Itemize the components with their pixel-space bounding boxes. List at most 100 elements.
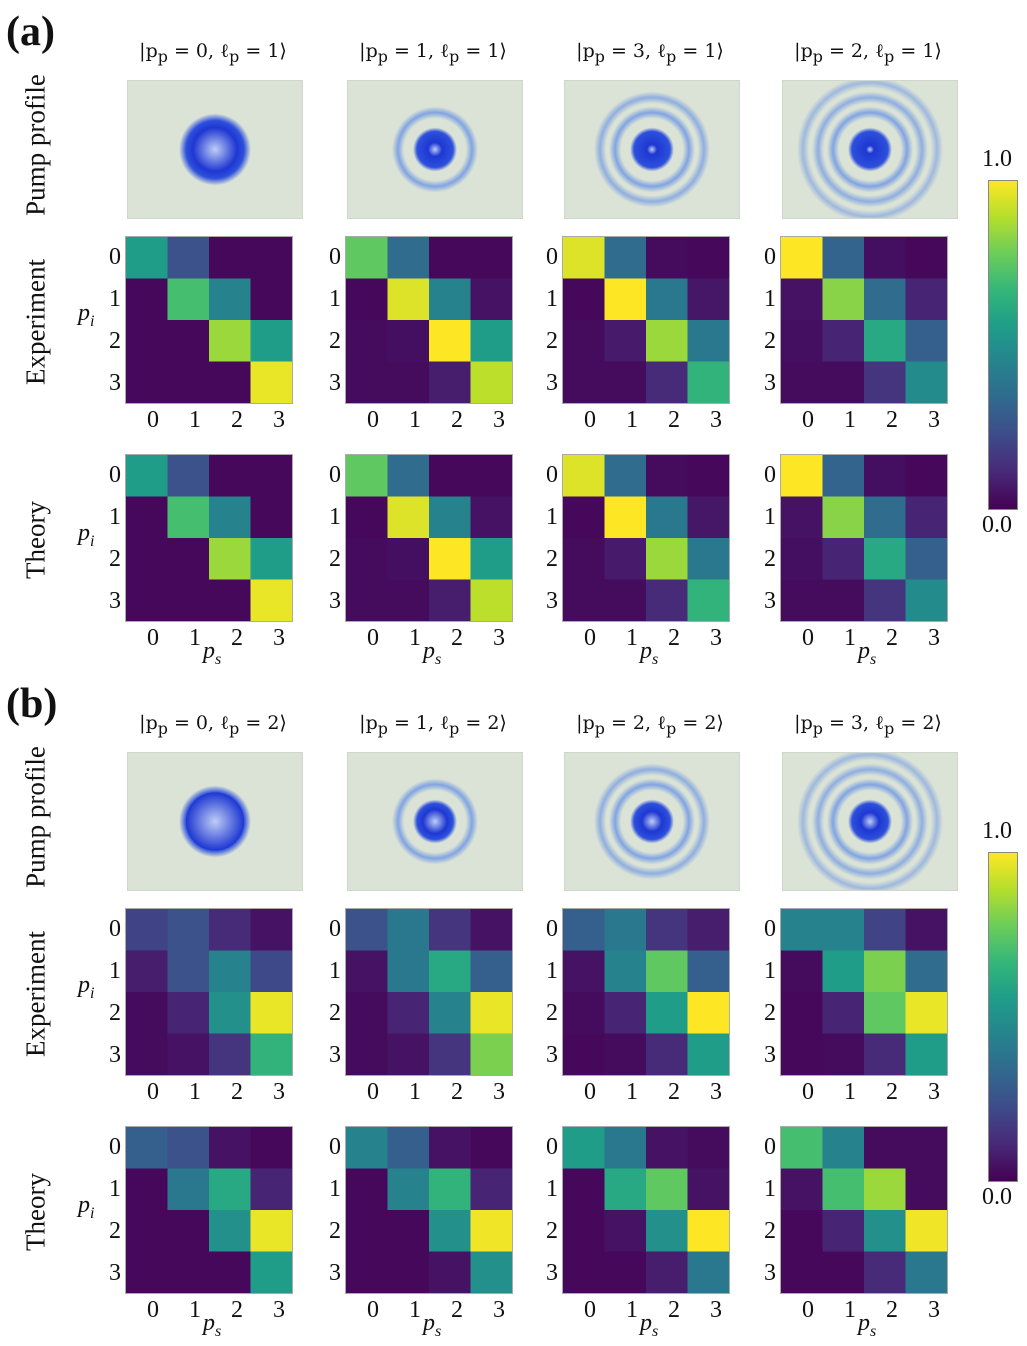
y-tick-label: 0 (329, 916, 341, 942)
heatmap-cell (822, 1251, 865, 1293)
heatmap-cell (209, 361, 251, 403)
ylabel-text: p (78, 300, 90, 326)
heatmap-cell (167, 496, 210, 539)
y-tick-label: 3 (329, 1042, 341, 1068)
y-tick-label: 3 (109, 370, 121, 396)
heatmap-cell (126, 361, 168, 403)
xlabel-p-s: ps (423, 1310, 441, 1341)
y-tick-label: 3 (109, 588, 121, 614)
ylabel-p-i: pi (78, 520, 94, 551)
x-tick-label: 2 (451, 625, 463, 651)
heatmap-cell (646, 538, 688, 580)
heatmap-cell (563, 1251, 605, 1293)
y-tick-label: 0 (764, 916, 776, 942)
heatmap-cell (646, 909, 688, 951)
y-tick-label: 0 (109, 462, 121, 488)
heatmap-cell (250, 579, 292, 621)
heatmap-cell (470, 909, 512, 951)
y-tick-label: 2 (764, 1000, 776, 1026)
heatmap-cell (209, 237, 251, 279)
heatmap-cell (864, 1127, 906, 1169)
y-tick-label: 1 (546, 1176, 558, 1202)
heatmap-cell (604, 1033, 647, 1075)
heatmap-cell (346, 1127, 388, 1169)
x-tick-label: 2 (451, 1297, 463, 1323)
heatmap-svg (563, 237, 729, 403)
column-title: |pp = 3, ℓp = 1⟩ (576, 40, 724, 66)
heatmap-svg (781, 1127, 947, 1293)
pump-profile-image (127, 752, 303, 891)
x-tick-label: 3 (493, 625, 505, 651)
x-tick-label: 3 (493, 407, 505, 433)
heatmap-theory (345, 1126, 513, 1294)
heatmap-cell (604, 455, 647, 497)
heatmap-cell (167, 992, 210, 1034)
heatmap-cell (563, 1168, 605, 1211)
heatmap-cell (209, 1033, 251, 1075)
heatmap-cell (209, 909, 251, 951)
x-tick-label: 3 (273, 625, 285, 651)
y-tick-label: 2 (546, 1218, 558, 1244)
heatmap-svg (563, 455, 729, 621)
x-tick-label: 1 (409, 625, 421, 651)
x-tick-label: 2 (886, 625, 898, 651)
heatmap-cell (905, 1033, 947, 1075)
heatmap-cell (209, 992, 251, 1034)
heatmap-cell (864, 1251, 906, 1293)
heatmap-cell (346, 1168, 388, 1211)
heatmap-cell (822, 579, 865, 621)
heatmap-cell (209, 538, 251, 580)
x-tick-label: 2 (668, 1079, 680, 1105)
heatmap-cell (604, 950, 647, 993)
heatmap-cell (864, 496, 906, 539)
x-tick-label: 1 (189, 407, 201, 433)
heatmap-cell (167, 278, 210, 321)
heatmap-cell (387, 950, 430, 993)
heatmap-cell (781, 361, 823, 403)
heatmap-cell (387, 361, 430, 403)
heatmap-cell (864, 950, 906, 993)
heatmap-cell (250, 278, 292, 321)
y-tick-label: 1 (329, 1176, 341, 1202)
x-tick-label: 1 (409, 407, 421, 433)
heatmap-cell (687, 1168, 729, 1211)
x-tick-label: 2 (886, 1297, 898, 1323)
heatmap-cell (250, 1168, 292, 1211)
x-tick-label: 2 (231, 625, 243, 651)
y-tick-label: 1 (329, 504, 341, 530)
heatmap-cell (387, 909, 430, 951)
heatmap-cell (563, 361, 605, 403)
heatmap-cell (563, 455, 605, 497)
heatmap-cell (429, 455, 471, 497)
x-tick-label: 3 (710, 625, 722, 651)
ylabel-text: p (78, 1192, 90, 1218)
xlabel-text: p (423, 1310, 435, 1336)
heatmap-cell (905, 950, 947, 993)
heatmap-svg (126, 909, 292, 1075)
x-tick-label: 2 (451, 1079, 463, 1105)
xlabel-sub: s (435, 650, 442, 668)
xlabel-sub: s (652, 650, 659, 668)
xlabel-text: p (858, 1310, 870, 1336)
y-tick-label: 1 (329, 958, 341, 984)
heatmap-cell (687, 992, 729, 1034)
y-tick-label: 2 (546, 1000, 558, 1026)
heatmap-svg (126, 455, 292, 621)
heatmap-cell (604, 496, 647, 539)
heatmap-cell (822, 278, 865, 321)
x-tick-label: 3 (710, 1297, 722, 1323)
xlabel-text: p (203, 638, 215, 664)
heatmap-cell (781, 320, 823, 362)
heatmap-cell (822, 992, 865, 1034)
column-title: |pp = 2, ℓp = 2⟩ (576, 712, 724, 738)
x-tick-label: 0 (147, 407, 159, 433)
heatmap-cell (781, 1210, 823, 1252)
pump-profile-image (347, 80, 523, 219)
heatmap-cell (209, 1251, 251, 1293)
heatmap-cell (209, 455, 251, 497)
y-tick-label: 1 (109, 1176, 121, 1202)
x-tick-label: 0 (584, 1297, 596, 1323)
y-tick-label: 1 (764, 286, 776, 312)
heatmap-cell (126, 1168, 168, 1211)
heatmap-cell (646, 1251, 688, 1293)
